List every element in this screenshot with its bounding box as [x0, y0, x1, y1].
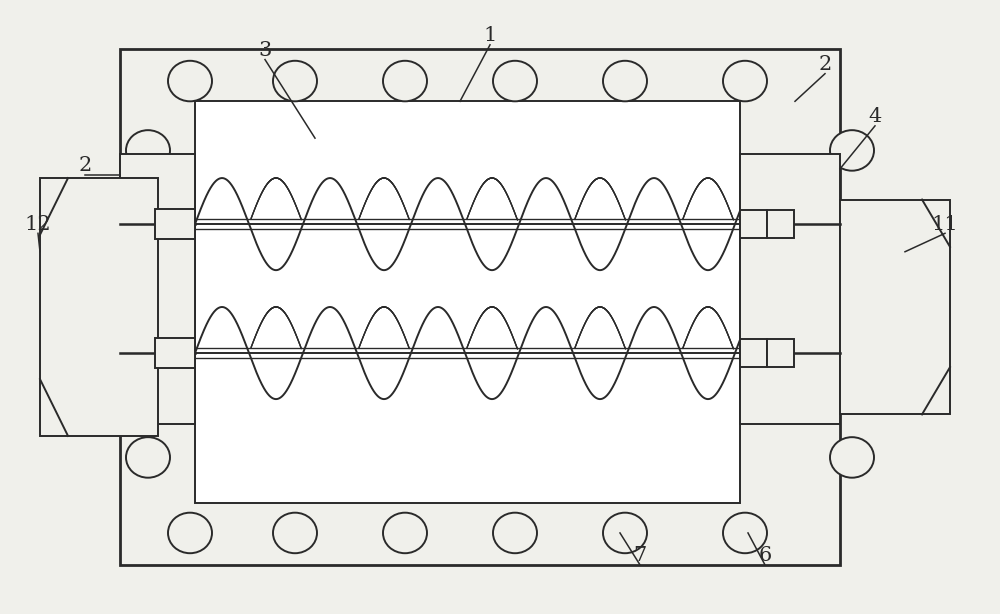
Ellipse shape	[168, 61, 212, 101]
Ellipse shape	[493, 61, 537, 101]
Bar	[120, 154, 195, 424]
Bar	[195, 101, 740, 503]
Text: 6: 6	[758, 546, 772, 565]
Bar	[740, 339, 767, 367]
Ellipse shape	[126, 268, 170, 309]
Text: 2: 2	[818, 55, 832, 74]
Ellipse shape	[168, 513, 212, 553]
Text: 11: 11	[932, 215, 958, 233]
Ellipse shape	[830, 437, 874, 478]
Ellipse shape	[126, 130, 170, 171]
Bar	[767, 339, 794, 367]
Ellipse shape	[603, 61, 647, 101]
Text: 4: 4	[868, 107, 882, 126]
Bar	[120, 49, 840, 565]
Bar	[740, 154, 840, 424]
Text: 12: 12	[25, 215, 51, 233]
Ellipse shape	[830, 130, 874, 171]
Bar	[740, 210, 767, 238]
Ellipse shape	[273, 61, 317, 101]
Bar	[155, 338, 195, 368]
Bar	[840, 200, 950, 414]
Bar	[767, 210, 794, 238]
Ellipse shape	[273, 513, 317, 553]
Ellipse shape	[383, 61, 427, 101]
Bar	[40, 178, 158, 436]
Ellipse shape	[493, 513, 537, 553]
Ellipse shape	[126, 437, 170, 478]
Text: 7: 7	[633, 546, 647, 565]
Text: 3: 3	[258, 41, 272, 60]
Ellipse shape	[723, 61, 767, 101]
Ellipse shape	[830, 268, 874, 309]
Text: 2: 2	[78, 157, 92, 175]
Text: 1: 1	[483, 26, 497, 45]
Ellipse shape	[383, 513, 427, 553]
Ellipse shape	[603, 513, 647, 553]
Bar	[155, 209, 195, 239]
Ellipse shape	[723, 513, 767, 553]
